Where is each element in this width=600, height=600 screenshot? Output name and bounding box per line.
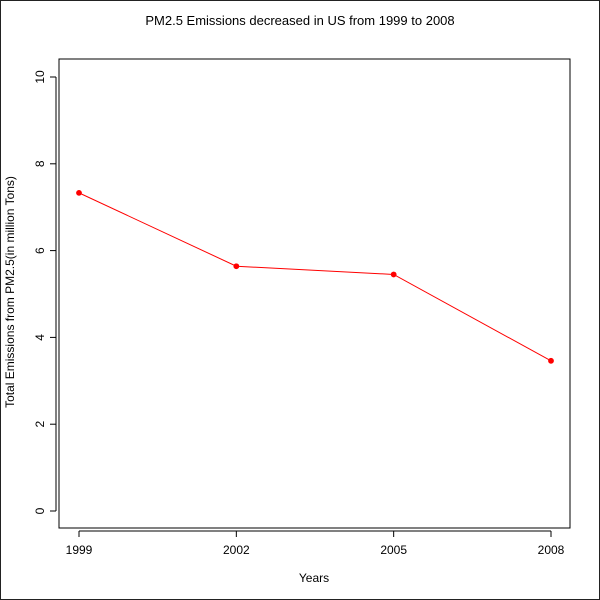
- y-axis-label: Total Emissions from PM2.5(in million To…: [3, 176, 17, 408]
- x-axis: 1999 2002 2005 2008: [66, 530, 565, 557]
- chart-title: PM2.5 Emissions decreased in US from 199…: [145, 13, 454, 28]
- series-line: [78, 192, 552, 362]
- data-point-2002: [233, 263, 240, 270]
- y-tick-label-2: 2: [33, 421, 47, 428]
- plot-area: [58, 58, 571, 529]
- y-tick-label-4: 4: [33, 334, 47, 341]
- x-tick-label-2008: 2008: [538, 543, 565, 557]
- y-tick-label-6: 6: [33, 247, 47, 254]
- y-tick-label-10: 10: [33, 70, 47, 84]
- x-tick-label-1999: 1999: [66, 543, 93, 557]
- x-tick-label-2005: 2005: [380, 543, 407, 557]
- x-tick-label-2002: 2002: [223, 543, 250, 557]
- y-axis: 0 2 4 6 8 10: [33, 70, 57, 514]
- x-axis-label: Years: [299, 571, 329, 585]
- data-point-1999: [76, 189, 82, 196]
- y-tick-label-8: 8: [33, 160, 47, 167]
- series-layer: [76, 189, 554, 364]
- y-tick-label-0: 0: [33, 507, 47, 514]
- data-point-2005: [390, 271, 397, 278]
- data-point-2008: [548, 357, 554, 364]
